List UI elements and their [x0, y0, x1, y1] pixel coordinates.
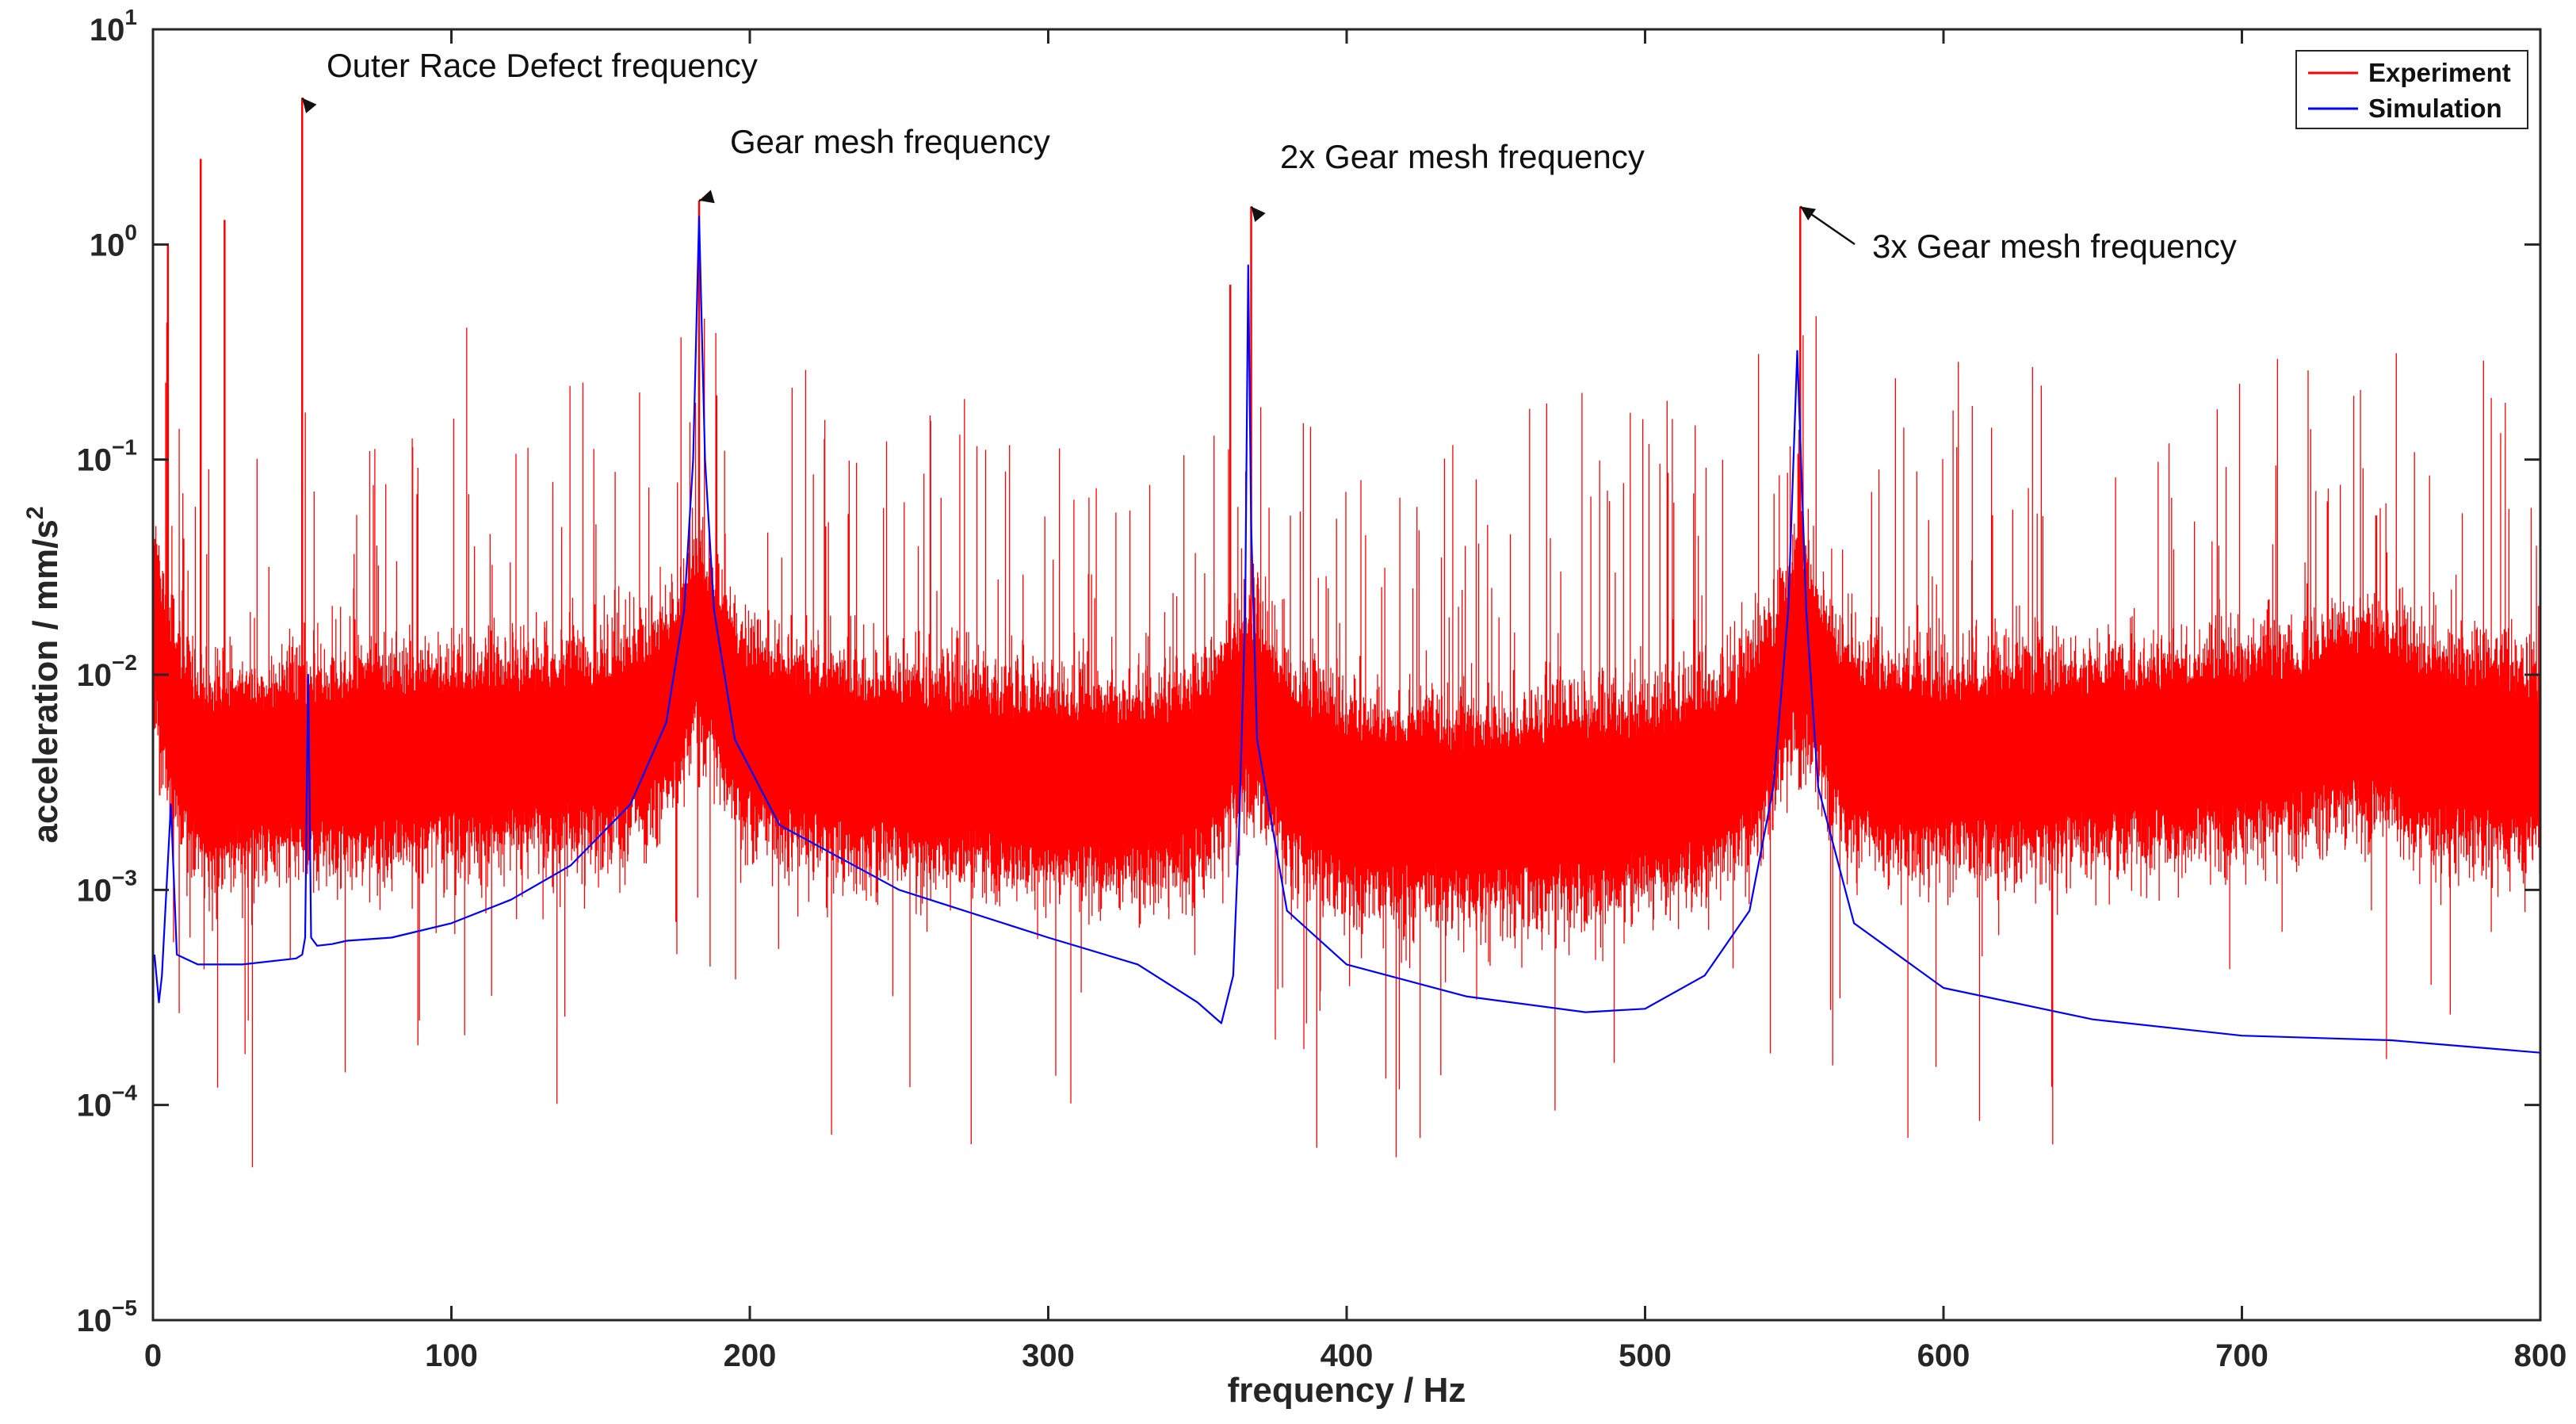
- plot-series: [152, 98, 2541, 1168]
- y-tick-base: 10: [77, 1089, 113, 1124]
- x-tick-label-100: 100: [425, 1338, 478, 1373]
- legend: Experiment Simulation: [2295, 50, 2528, 129]
- y-tick-label-0: 100: [90, 220, 137, 262]
- x-tick-label-600: 600: [1917, 1338, 1970, 1373]
- annotation-arrow-head-2: [1251, 206, 1266, 222]
- y-tick-label--1: 10−1: [77, 435, 137, 478]
- y-tick-label-1: 101: [90, 5, 137, 48]
- y-axis-title-base: acceleration / mm/s: [26, 519, 65, 843]
- x-tick-label-0: 0: [144, 1338, 162, 1373]
- y-tick-label--2: 10−2: [77, 650, 137, 693]
- x-ticks: 0 100 200 300 400 500 600 700 800: [144, 29, 2567, 1373]
- y-tick-base: 10: [90, 228, 125, 262]
- y-tick-base: 10: [77, 658, 113, 693]
- legend-label-experiment: Experiment: [2368, 58, 2511, 87]
- y-tick-exponent: 0: [124, 220, 137, 244]
- x-tick-label-800: 800: [2514, 1338, 2567, 1373]
- y-tick-exponent: −2: [112, 650, 137, 675]
- legend-label-simulation: Simulation: [2368, 94, 2502, 123]
- x-axis-title: frequency / Hz: [1228, 1371, 1466, 1410]
- series-simulation: [153, 215, 2541, 1054]
- annotations: Outer Race Defect frequency Gear mesh fre…: [301, 47, 2237, 265]
- y-tick-label--5: 10−5: [77, 1296, 137, 1338]
- annotation-arrow-head-3: [1800, 206, 1817, 220]
- annotation-label-1: Gear mesh frequency: [730, 123, 1050, 160]
- annotation-label-0: Outer Race Defect frequency: [327, 47, 758, 84]
- y-tick-label--4: 10−4: [77, 1081, 138, 1124]
- y-axis-title-sup: 2: [22, 506, 48, 519]
- legend-box: [2295, 50, 2528, 129]
- annotation-label-3: 3x Gear mesh frequency: [1872, 228, 2237, 265]
- x-tick-label-400: 400: [1320, 1338, 1374, 1373]
- y-tick-label--3: 10−3: [77, 865, 137, 908]
- y-tick-exponent: −4: [112, 1081, 137, 1105]
- x-tick-label-300: 300: [1022, 1338, 1075, 1373]
- annotation-arrow-head-1: [698, 189, 715, 204]
- y-tick-base: 10: [77, 1303, 113, 1338]
- annotation-arrow-head-0: [302, 98, 317, 113]
- x-tick-label-500: 500: [1619, 1338, 1672, 1373]
- y-tick-base: 10: [77, 443, 113, 478]
- y-tick-exponent: −1: [112, 435, 137, 460]
- annotation-label-2: 2x Gear mesh frequency: [1280, 138, 1645, 175]
- y-tick-exponent: 1: [124, 5, 137, 29]
- y-tick-exponent: −5: [112, 1296, 137, 1320]
- y-axis-title: acceleration / mm/s2: [22, 506, 65, 843]
- y-tick-base: 10: [77, 873, 113, 908]
- x-tick-label-700: 700: [2215, 1338, 2268, 1373]
- x-tick-label-200: 200: [724, 1338, 777, 1373]
- y-tick-base: 10: [90, 13, 125, 48]
- y-tick-exponent: −3: [112, 865, 137, 890]
